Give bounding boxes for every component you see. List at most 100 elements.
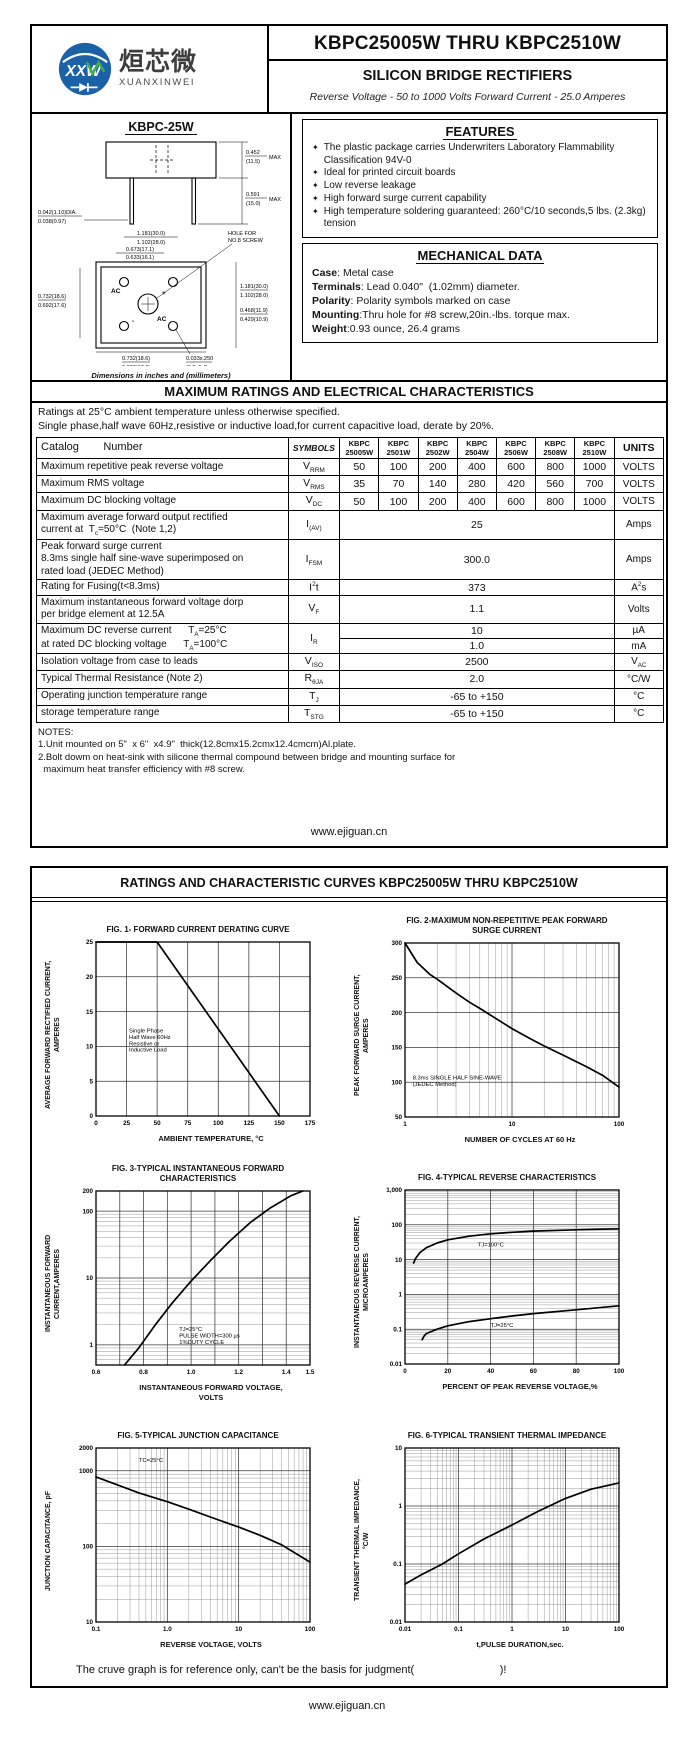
spec-label: Typical Thermal Resistance (Note 2) xyxy=(36,670,289,689)
spec-value: 50 xyxy=(339,458,380,477)
y-tick-label: 1 xyxy=(89,1342,93,1349)
spec-value: 35 xyxy=(339,475,380,494)
spec-label: Maximum DC blocking voltage xyxy=(36,492,289,511)
spec-value: 2.0 xyxy=(339,670,615,689)
spec-value: 100 xyxy=(378,492,419,511)
figures-grid: FIG. 1- FORWARD CURRENT DERATING CURVE AV… xyxy=(32,902,666,1650)
spec-value: 420 xyxy=(495,475,537,494)
x-tick-label: 10 xyxy=(562,1626,570,1633)
y-tick-label: 200 xyxy=(82,1189,93,1196)
dim-bottom-width: 0.732(18.6) xyxy=(122,356,150,362)
figure-plot-area: INSTANTANEOUS REVERSE CURRENT, MICROAMPER… xyxy=(353,1185,661,1380)
features-list: ✦ The plastic package carries Underwriter… xyxy=(312,142,648,231)
ratings-tagline: Reverse Voltage - 50 to 1000 Volts Forwa… xyxy=(309,91,626,103)
spec-label: Rating for Fusing(t<8.3ms) xyxy=(36,579,289,596)
dim-bottom-width-mm: 0.692(17.6) xyxy=(122,365,150,366)
spec-value: 2500 xyxy=(339,653,615,672)
chart-annotation: TJ=100°C xyxy=(478,1243,504,1249)
spec-value: 200 xyxy=(417,458,458,477)
spec-units: VOLTS xyxy=(613,492,664,511)
spec-units: VAC xyxy=(613,653,664,672)
x-tick-label: 1.0 xyxy=(187,1369,196,1376)
y-tick-label: 10 xyxy=(86,1276,94,1283)
notes-section: NOTES: 1.Unit mounted on 5" x 6" x4.9" th… xyxy=(32,723,666,781)
dim-top-width-mm: 1.102(28.0) xyxy=(137,240,165,246)
spec-units: °C xyxy=(613,687,664,706)
curve-peak-surge-current xyxy=(404,942,620,1088)
figure-4: FIG. 4-TYPICAL REVERSE CHARACTERISTICS IN… xyxy=(353,1164,661,1402)
y-tick-label: 5 xyxy=(89,1078,93,1085)
x-tick-label: 0 xyxy=(403,1368,407,1375)
dim-left-height: 0.732(18.6) xyxy=(38,294,66,300)
dim-body-height-mm: (11.5) xyxy=(246,159,260,165)
y-tick-label: 25 xyxy=(86,939,94,946)
dim-max-label: MAX xyxy=(269,155,281,161)
x-tick-label: 0.01 xyxy=(399,1626,412,1633)
mechanical-rows: Case: Metal case Terminals: Lead 0.040" (… xyxy=(312,266,648,336)
ratings-condition-2: Single phase,half wave 60Hz,resistive or… xyxy=(38,419,494,432)
x-tick-label: 1.0 xyxy=(163,1626,172,1633)
spec-value: -65 to +150 xyxy=(339,687,615,706)
x-tick-label: 0.8 xyxy=(139,1369,148,1376)
spec-row: Maximum DC blocking voltage VDC 50 100 200 40… xyxy=(36,492,664,511)
package-drawing-panel: KBPC-25W 0.452 (11.5) MAX 0.591 (15. xyxy=(32,114,292,380)
part-number-header: KBPC 2501W xyxy=(378,437,419,460)
spec-units: °C xyxy=(613,704,664,723)
logo-text: 烜芯微 XUANXINWEI xyxy=(119,50,197,89)
symbols-header: SYMBOLS xyxy=(287,437,341,460)
chart-plot: 0.6 0.8 1.0 1.2 1.4 1.5 200 100 10 1 TJ=25°C PULSE … xyxy=(82,1189,314,1377)
spec-value: 700 xyxy=(574,475,615,494)
x-tick-label: 25 xyxy=(123,1120,131,1127)
spec-row: Rating for Fusing(t<8.3ms) I2t 373 A2s xyxy=(36,579,664,596)
catalog-number-header: Catalog Number xyxy=(36,437,289,460)
curve-TJ=25C xyxy=(421,1305,620,1341)
device-type-subtitle: SILICON BRIDGE RECTIFIERS xyxy=(362,68,573,84)
feature-item: ✦ High forward surge current capability xyxy=(312,193,648,206)
feature-bullet-icon: ✦ xyxy=(312,143,319,152)
part-number-header: KBPC 2506W xyxy=(495,437,537,460)
spec-symbol: VISO xyxy=(287,653,341,672)
spec-row: Maximum average forward output rectified… xyxy=(36,509,664,540)
spec-label: Maximum instantaneous forward voltage do… xyxy=(36,594,289,624)
chart-plot: 0 20 40 60 80 100 1,000 100 10 1 0.1 0.01 TJ=100°C TJ… xyxy=(386,1188,625,1376)
y-tick-label: 10 xyxy=(86,1619,94,1626)
spec-symbol: I2t xyxy=(287,579,341,596)
features-heading: FEATURES xyxy=(443,124,517,140)
y-axis-label: INSTANTANEOUS FORWARD CURRENT,AMPERES xyxy=(45,1235,62,1333)
spec-value: 600 xyxy=(495,458,537,477)
terminal-plus-label: + xyxy=(162,290,166,297)
mechanical-row: Polarity: Polarity symbols marked on cas… xyxy=(312,295,511,308)
curves-section-heading: RATINGS AND CHARACTERISTIC CURVES KBPC25… xyxy=(32,868,666,898)
table-header-row: Catalog Number SYMBOLS KBPC 25005W KBPC 2501W… xyxy=(36,437,664,460)
x-axis-label: INSTANTANEOUS FORWARD VOLTAGE, VOLTS xyxy=(139,1383,283,1402)
mechanical-row: Terminals: Lead 0.040" (1.02mm) diameter… xyxy=(312,281,520,294)
ratings-conditions: Ratings at 25°C ambient temperature unle… xyxy=(32,403,666,437)
dim-terminal-tab-mm: (0.8x6.4) xyxy=(186,365,208,366)
figure-title: FIG. 5-TYPICAL JUNCTION CAPACITANCE xyxy=(117,1431,279,1441)
y-tick-label: 250 xyxy=(391,975,402,982)
dim-lead-dia-mm: 0.038(0.97) xyxy=(38,219,66,225)
spec-value: 300.0 xyxy=(339,538,615,581)
mechanical-row: Case: Metal case xyxy=(312,267,394,280)
y-tick-label: 100 xyxy=(82,1209,93,1216)
x-tick-label: 175 xyxy=(305,1120,316,1127)
spec-value: 800 xyxy=(535,458,576,477)
electrical-characteristics-table: Catalog Number SYMBOLS KBPC 25005W KBPC 2501W… xyxy=(36,437,664,723)
dim-top-width: 1.181(30.0) xyxy=(137,231,165,237)
spec-units: VOLTS xyxy=(613,458,664,477)
mechanical-row: Mounting:Thru hole for #8 screw,20in.-lb… xyxy=(312,309,570,322)
figure-title: FIG. 6-TYPICAL TRANSIENT THERMAL IMPEDAN… xyxy=(407,1431,607,1441)
feature-bullet-icon: ✦ xyxy=(312,193,319,203)
part-number-header: KBPC 2510W xyxy=(574,437,615,460)
spec-row: Maximum repetitive peak reverse voltage V… xyxy=(36,458,664,477)
part-range-title: KBPC25005W THRU KBPC2510W xyxy=(314,33,621,54)
spec-value: -65 to +150 xyxy=(339,704,615,723)
y-axis-label: AVERAGE FORWARD RECTIFIED CURRENT, AMPERE… xyxy=(45,960,62,1109)
spec-label: Isolation voltage from case to leads xyxy=(36,653,289,672)
spec-row: 1.0 mA xyxy=(37,638,664,655)
y-tick-label: 15 xyxy=(86,1009,94,1016)
x-tick-label: 1.4 xyxy=(282,1369,291,1376)
spec-symbol: I(AV) xyxy=(287,509,341,540)
y-tick-label: 10 xyxy=(86,1044,94,1051)
spec-value: 1000 xyxy=(574,458,615,477)
